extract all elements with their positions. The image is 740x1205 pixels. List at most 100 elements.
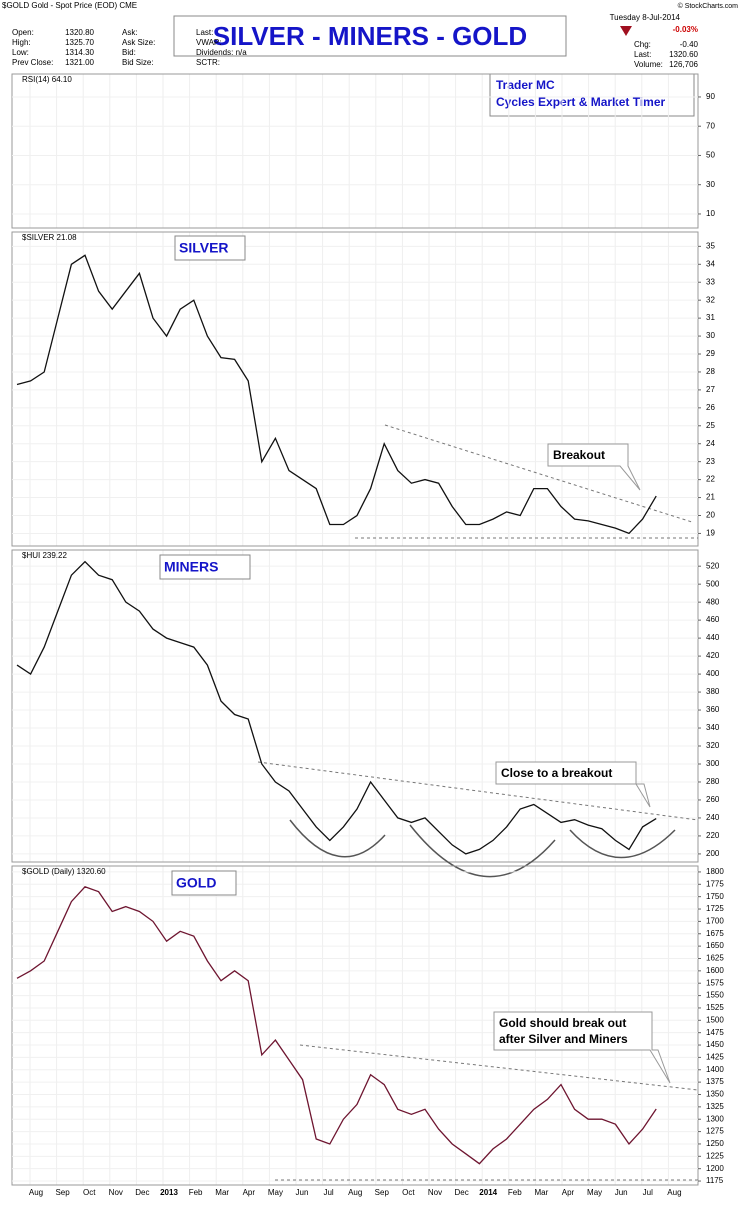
y-tick-label: 1550 xyxy=(706,991,724,1000)
y-tick-label: 1500 xyxy=(706,1015,724,1024)
y-tick-label: 33 xyxy=(706,277,715,286)
callout xyxy=(547,443,641,491)
y-tick-label: 360 xyxy=(706,705,720,714)
quote-label: Ask Size: xyxy=(122,38,155,47)
annotation: Breakout xyxy=(553,448,605,462)
y-tick-label: 25 xyxy=(706,421,715,430)
quote-label: SCTR: xyxy=(196,58,220,67)
trend-line xyxy=(257,761,699,821)
title-box xyxy=(173,15,567,57)
y-tick-label: 24 xyxy=(706,439,715,448)
y-tick-label: 27 xyxy=(706,385,715,394)
x-tick-label: Dec xyxy=(135,1188,149,1197)
author-box xyxy=(489,73,695,117)
y-tick-label: 19 xyxy=(706,529,715,538)
annotation: Close to a breakout xyxy=(501,766,612,780)
y-tick-label: 440 xyxy=(706,633,720,642)
y-tick-label: 340 xyxy=(706,723,720,732)
y-tick-label: 1250 xyxy=(706,1139,724,1148)
y-tick-label: 260 xyxy=(706,795,720,804)
quote-label: Volume: xyxy=(634,60,663,69)
panel-label: $GOLD (Daily) 1320.60 xyxy=(22,867,106,876)
x-tick-label: Oct xyxy=(83,1188,96,1197)
panel-title-box xyxy=(159,554,251,580)
arc xyxy=(569,829,676,859)
y-tick-label: 90 xyxy=(706,92,715,101)
y-tick-label: 500 xyxy=(706,579,720,588)
y-tick-label: 480 xyxy=(706,597,720,606)
y-tick-label: 1625 xyxy=(706,954,724,963)
y-tick-label: 280 xyxy=(706,777,720,786)
y-tick-label: 1750 xyxy=(706,892,724,901)
panel-title: MINERS xyxy=(164,559,218,575)
panel-label: RSI(14) 64.10 xyxy=(22,75,72,84)
x-tick-label: Aug xyxy=(29,1188,43,1197)
panel-title: GOLD xyxy=(176,875,216,891)
x-tick-label: May xyxy=(587,1188,602,1197)
y-tick-label: 1200 xyxy=(706,1164,724,1173)
y-tick-label: 300 xyxy=(706,759,720,768)
panel-title-box xyxy=(171,870,237,896)
quote-label: Chg: xyxy=(634,40,651,49)
quote-value: 126,706 xyxy=(669,60,698,69)
x-tick-label: Jun xyxy=(615,1188,628,1197)
x-tick-label: Sep xyxy=(55,1188,70,1197)
y-tick-label: 1425 xyxy=(706,1053,724,1062)
y-tick-label: 31 xyxy=(706,313,715,322)
annotation: after Silver and Miners xyxy=(499,1032,628,1046)
y-tick-label: 320 xyxy=(706,741,720,750)
y-tick-label: 520 xyxy=(706,561,720,570)
page-title: SILVER - MINERS - GOLD xyxy=(213,21,527,51)
change-pct: -0.03% xyxy=(673,25,698,34)
y-tick-label: 22 xyxy=(706,475,715,484)
y-tick-label: 34 xyxy=(706,259,715,268)
quote-label: VWAP: xyxy=(196,38,221,47)
y-tick-label: 1175 xyxy=(706,1176,724,1185)
y-tick-label: 29 xyxy=(706,349,715,358)
quote-label: Low: xyxy=(12,48,29,57)
y-tick-label: 200 xyxy=(706,849,720,858)
annotation: Gold should break out xyxy=(499,1016,626,1030)
date: Tuesday 8-Jul-2014 xyxy=(610,13,681,22)
y-tick-label: 400 xyxy=(706,669,720,678)
arc xyxy=(289,819,386,858)
quote-label: Open: xyxy=(12,28,34,37)
x-tick-label: Aug xyxy=(348,1188,362,1197)
author-line: Trader MC xyxy=(496,78,555,92)
y-tick-label: 1475 xyxy=(706,1028,724,1037)
y-tick-label: 28 xyxy=(706,367,715,376)
y-tick-label: 1350 xyxy=(706,1090,724,1099)
y-tick-label: 1275 xyxy=(706,1127,724,1136)
y-tick-label: 70 xyxy=(706,121,715,130)
price-line xyxy=(16,560,657,855)
callout xyxy=(495,761,651,808)
y-tick-label: 21 xyxy=(706,493,715,502)
y-tick-label: 460 xyxy=(706,615,720,624)
y-tick-label: 1525 xyxy=(706,1003,724,1012)
y-tick-label: 1650 xyxy=(706,941,724,950)
y-tick-label: 1800 xyxy=(706,867,724,876)
x-tick-label: Dec xyxy=(454,1188,468,1197)
x-tick-label: Jul xyxy=(323,1188,333,1197)
down-arrow xyxy=(620,26,632,36)
y-tick-label: 1725 xyxy=(706,904,724,913)
price-line xyxy=(16,254,657,535)
y-tick-label: 1700 xyxy=(706,917,724,926)
quote-label: Prev Close: xyxy=(12,58,53,67)
y-tick-label: 20 xyxy=(706,511,715,520)
y-tick-label: 1225 xyxy=(706,1151,724,1160)
y-tick-label: 50 xyxy=(706,151,715,160)
x-tick-label: Oct xyxy=(402,1188,415,1197)
y-tick-label: 1325 xyxy=(706,1102,724,1111)
copyright: © StockCharts.com xyxy=(678,2,739,10)
panel-frame xyxy=(11,549,699,863)
quote-value: 1320.60 xyxy=(669,50,698,59)
x-tick-label: Nov xyxy=(109,1188,123,1197)
x-tick-label: Aug xyxy=(667,1188,681,1197)
x-tick-label: Apr xyxy=(243,1188,256,1197)
quote-value: 1325.70 xyxy=(65,38,94,47)
y-tick-label: 30 xyxy=(706,331,715,340)
y-tick-label: 23 xyxy=(706,457,715,466)
